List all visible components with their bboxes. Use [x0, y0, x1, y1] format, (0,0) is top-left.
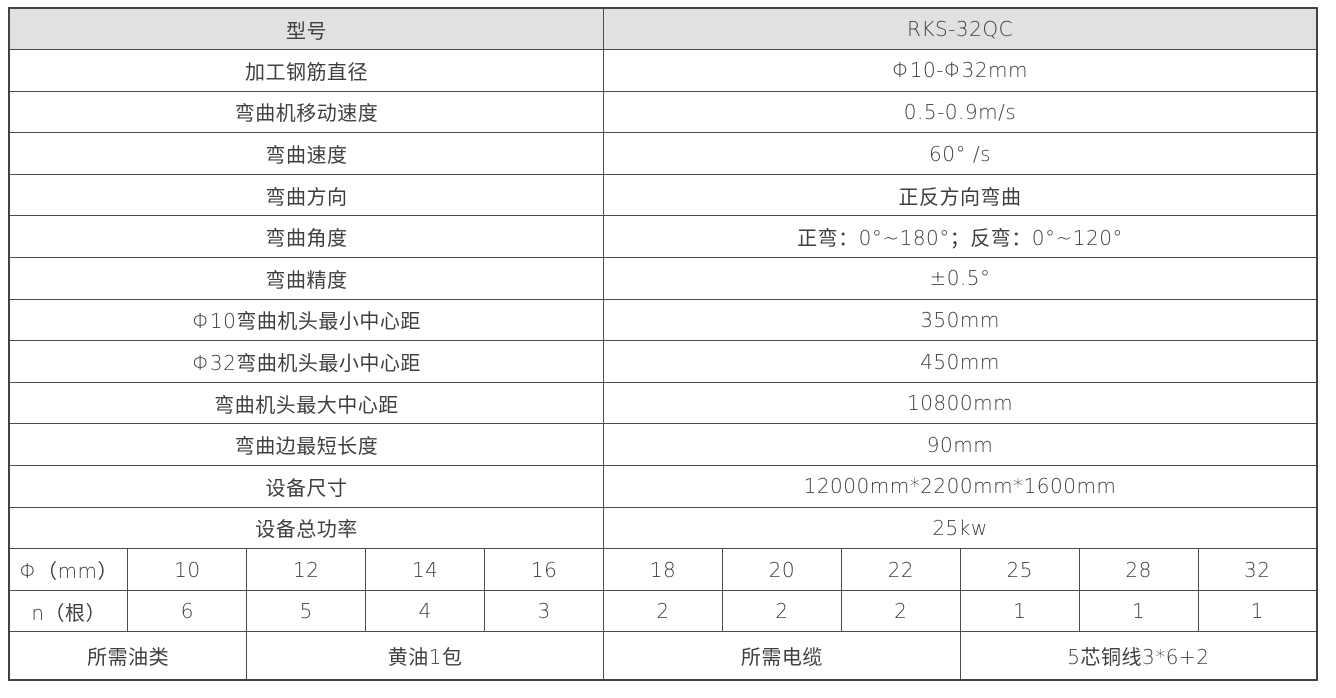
count-cell: 2 — [721, 589, 842, 633]
table-row: 弯曲机移动速度 0.5-0.9m/s — [8, 90, 1318, 134]
spec-value-cell: 350mm — [603, 298, 1318, 342]
spec-value-cell: 12000mm*2200mm*1600mm — [603, 465, 1318, 508]
table-row: 型号 RKS-32QC — [8, 7, 1318, 51]
table-row: 设备尺寸 12000mm*2200mm*1600mm — [8, 465, 1318, 508]
table-row: Φ10弯曲机头最小中心距 350mm — [8, 298, 1318, 342]
count-cell: 6 — [127, 589, 248, 633]
spec-value-cell: 正弯：0°~180°；反弯：0°~120° — [603, 215, 1318, 259]
model-label-cell: 型号 — [8, 7, 605, 51]
diameter-row: Φ（mm） 10 12 14 16 18 20 22 25 28 32 — [8, 548, 1318, 591]
count-cell: 4 — [365, 589, 486, 633]
spec-value-cell: ±0.5° — [603, 257, 1318, 300]
spec-label-cell: 设备尺寸 — [8, 465, 605, 508]
diameter-cell: 20 — [721, 548, 842, 591]
table-row: 弯曲机头最大中心距 10800mm — [8, 381, 1318, 425]
spec-label-cell: Φ32弯曲机头最小中心距 — [8, 340, 605, 383]
spec-label-cell: Φ10弯曲机头最小中心距 — [8, 298, 605, 342]
table-row: 弯曲角度 正弯：0°~180°；反弯：0°~120° — [8, 215, 1318, 259]
model-value-cell: RKS-32QC — [603, 7, 1318, 51]
spec-label-cell: 弯曲方向 — [8, 173, 605, 217]
spec-label-cell: 弯曲速度 — [8, 132, 605, 175]
table-row: 设备总功率 25kw — [8, 506, 1318, 550]
spec-label-cell: 弯曲边最短长度 — [8, 423, 605, 467]
spec-label-cell: 加工钢筋直径 — [8, 49, 605, 92]
spec-value-cell: 90mm — [603, 423, 1318, 467]
spec-value-cell: 60° /s — [603, 132, 1318, 175]
footer-row: 所需油类 黄油1包 所需电缆 5芯铜线3*6+2 — [8, 631, 1318, 681]
count-cell: 5 — [246, 589, 367, 633]
spec-label-cell: 弯曲机头最大中心距 — [8, 381, 605, 425]
diameter-cell: 16 — [484, 548, 605, 591]
spec-label-cell: 弯曲角度 — [8, 215, 605, 259]
table-row: 加工钢筋直径 Φ10-Φ32mm — [8, 49, 1318, 92]
cable-value-cell: 5芯铜线3*6+2 — [959, 631, 1318, 681]
diameter-cell: 28 — [1078, 548, 1199, 591]
spec-value-cell: 正反方向弯曲 — [603, 173, 1318, 217]
spec-value-cell: 0.5-0.9m/s — [603, 90, 1318, 134]
spec-label-cell: 弯曲机移动速度 — [8, 90, 605, 134]
spec-table: 型号 RKS-32QC 加工钢筋直径 Φ10-Φ32mm 弯曲机移动速度 0.5… — [8, 7, 1318, 681]
spec-value-cell: 25kw — [603, 506, 1318, 550]
spec-label-cell: 弯曲精度 — [8, 257, 605, 300]
spec-value-cell: Φ10-Φ32mm — [603, 49, 1318, 92]
count-cell: 1 — [1078, 589, 1199, 633]
count-row: n（根） 6 5 4 3 2 2 2 1 1 1 — [8, 589, 1318, 633]
spec-value-cell: 450mm — [603, 340, 1318, 383]
diameter-row-label-cell: Φ（mm） — [8, 548, 129, 591]
count-cell: 2 — [840, 589, 961, 633]
diameter-cell: 22 — [840, 548, 961, 591]
table-row: 弯曲方向 正反方向弯曲 — [8, 173, 1318, 217]
table-row: 弯曲精度 ±0.5° — [8, 257, 1318, 300]
oil-value-cell: 黄油1包 — [246, 631, 605, 681]
diameter-cell: 32 — [1197, 548, 1318, 591]
oil-label-cell: 所需油类 — [8, 631, 248, 681]
spec-value-cell: 10800mm — [603, 381, 1318, 425]
table-row: 弯曲边最短长度 90mm — [8, 423, 1318, 467]
count-cell: 3 — [484, 589, 605, 633]
diameter-cell: 10 — [127, 548, 248, 591]
count-cell: 1 — [1197, 589, 1318, 633]
diameter-cell: 14 — [365, 548, 486, 591]
count-cell: 2 — [603, 589, 723, 633]
table-row: Φ32弯曲机头最小中心距 450mm — [8, 340, 1318, 383]
count-cell: 1 — [959, 589, 1080, 633]
count-row-label-cell: n（根） — [8, 589, 129, 633]
diameter-cell: 25 — [959, 548, 1080, 591]
spec-label-cell: 设备总功率 — [8, 506, 605, 550]
cable-label-cell: 所需电缆 — [603, 631, 961, 681]
table-row: 弯曲速度 60° /s — [8, 132, 1318, 175]
diameter-cell: 12 — [246, 548, 367, 591]
diameter-cell: 18 — [603, 548, 723, 591]
